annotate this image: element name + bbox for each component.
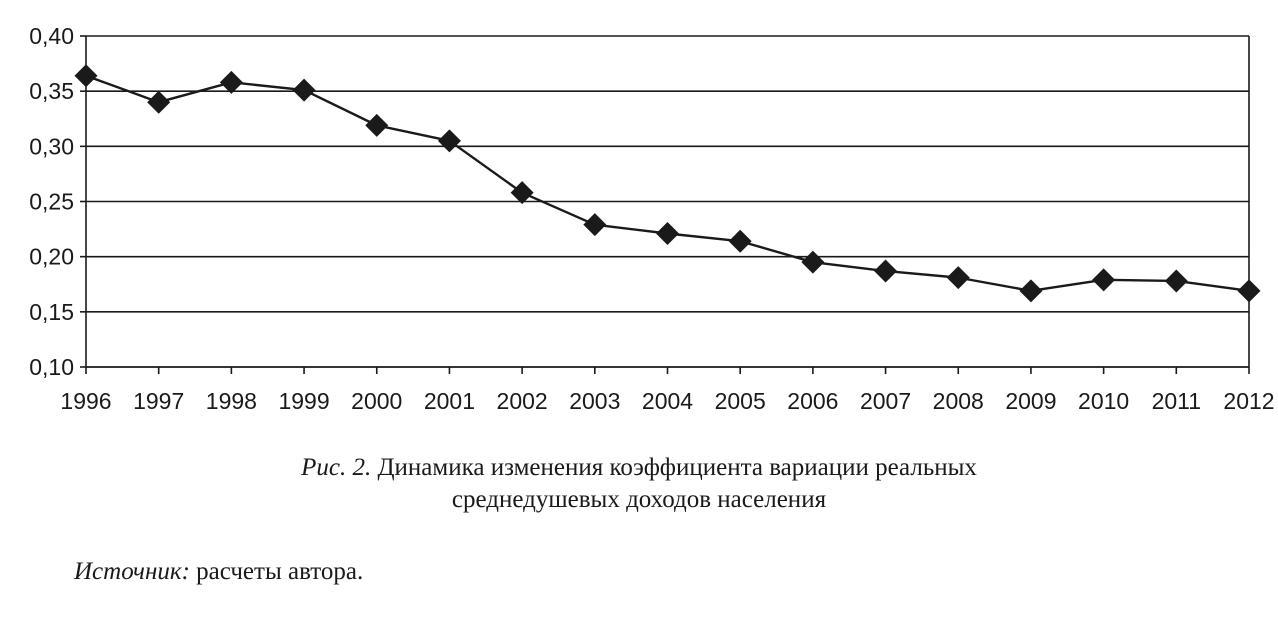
y-tick-label: 0,35 — [29, 78, 74, 104]
data-series — [74, 64, 1261, 303]
y-tick-label: 0,25 — [29, 189, 74, 215]
data-point — [874, 259, 898, 283]
gridlines — [86, 35, 1249, 368]
figure-label: Рис. 2. — [301, 454, 372, 481]
caption-title-2: среднедушевых доходов населения — [451, 486, 827, 513]
x-tick-label: 2009 — [1005, 388, 1056, 414]
x-tick-labels: 1996 1997 1998 1999 2000 2001 2002 2003 2004 2005… — [60, 388, 1274, 414]
data-point — [1092, 268, 1116, 292]
data-point — [1237, 279, 1261, 303]
series-line — [85, 74, 1250, 293]
axes — [80, 35, 1250, 374]
data-point — [1019, 279, 1043, 303]
data-point — [510, 181, 534, 205]
source-note: Источник: расчеты автора. — [74, 556, 363, 588]
x-tick-label: 2005 — [715, 388, 766, 414]
caption-title-1: Динамика изменения коэффициента вариации… — [377, 454, 977, 481]
data-point — [74, 64, 98, 88]
x-tick-label: 2003 — [569, 388, 620, 414]
x-tick-label: 2002 — [497, 388, 548, 414]
x-tick-label: 1996 — [60, 388, 111, 414]
data-point — [219, 70, 243, 94]
x-tick-label: 2000 — [351, 388, 402, 414]
y-tick-label: 0,40 — [29, 23, 74, 49]
data-point — [147, 90, 171, 114]
line-chart: 0,100,150,200,250,300,350,40 1996 1997 199… — [29, 23, 1274, 414]
x-tick-label: 1997 — [133, 388, 184, 414]
y-tick-label: 0,15 — [29, 299, 74, 325]
data-point — [437, 129, 461, 153]
data-point — [583, 213, 607, 237]
y-tick-label: 0,30 — [29, 133, 74, 159]
source-text: расчеты автора. — [196, 558, 364, 585]
x-tick-label: 1998 — [206, 388, 257, 414]
data-point — [946, 266, 970, 290]
x-tick-label: 2004 — [642, 388, 693, 414]
data-point — [292, 78, 316, 102]
data-point — [728, 229, 752, 253]
data-point — [656, 221, 679, 245]
x-tick-label: 2001 — [424, 388, 475, 414]
x-tick-label: 2011 — [1152, 388, 1201, 414]
data-point — [365, 113, 389, 137]
y-tick-label: 0,20 — [29, 244, 74, 270]
x-tick-label: 2006 — [787, 388, 838, 414]
y-tick-label: 0,10 — [29, 354, 74, 380]
data-point — [801, 250, 825, 274]
x-tick-label: 2007 — [860, 388, 911, 414]
x-tick-label: 2008 — [933, 388, 984, 414]
caption-line-1: Рис. 2. Динамика изменения коэффициента … — [0, 452, 1278, 484]
source-label: Источник: — [74, 558, 190, 585]
y-tick-labels: 0,10 0,15 0,20 0,25 0,30 0,35 0,40 — [29, 23, 74, 380]
x-tick-label: 1999 — [278, 388, 329, 414]
data-point — [1164, 269, 1188, 293]
x-tick-label: 2010 — [1078, 388, 1129, 414]
x-tick-label: 2012 — [1223, 388, 1274, 414]
figure-caption: Рис. 2. Динамика изменения коэффициента … — [0, 452, 1278, 516]
